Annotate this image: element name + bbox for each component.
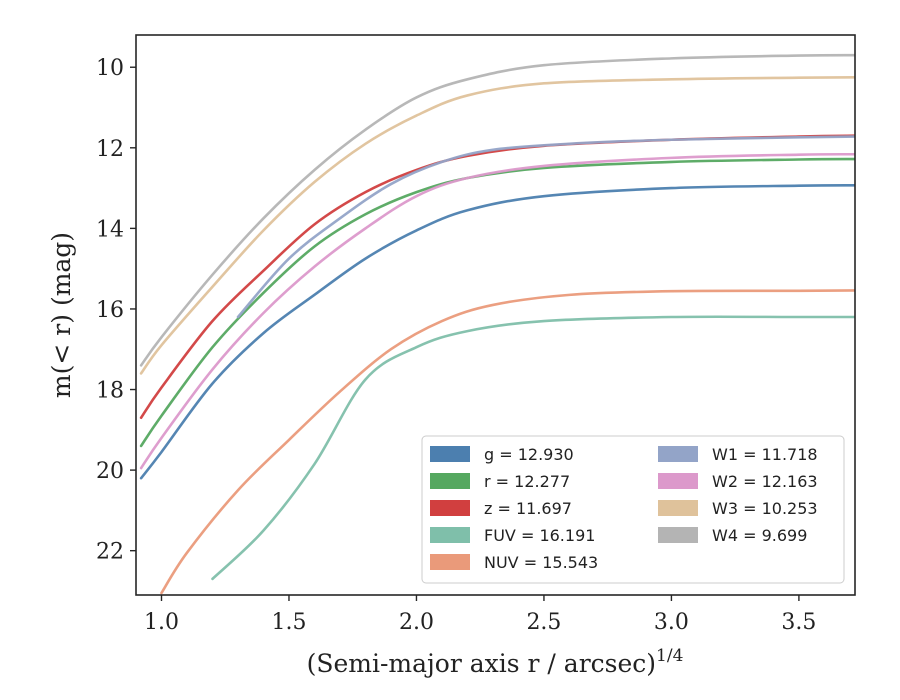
y-tick-label: 16: [96, 298, 124, 323]
legend-swatch-w4: [658, 527, 698, 543]
x-axis-label-power: 1/4: [656, 646, 683, 666]
x-axis-label: (Semi-major axis r / arcsec)1/4: [307, 646, 684, 678]
y-tick-label: 12: [96, 137, 124, 162]
y-tick-label: 10: [96, 56, 124, 81]
series-line-g: [139, 183, 855, 480]
legend-label-nuv: NUV = 15.543: [484, 553, 598, 572]
legend-swatch-z: [430, 500, 470, 516]
legend-label-fuv: FUV = 16.191: [484, 526, 595, 545]
x-tick-label: 3.0: [654, 610, 689, 635]
y-tick-label: 22: [96, 540, 124, 565]
legend-swatch-w1: [658, 446, 698, 462]
series-line-z: [139, 134, 855, 420]
legend-label-w2: W2 = 12.163: [712, 472, 818, 491]
series-line-w2: [139, 152, 855, 470]
x-tick-label: 3.5: [781, 610, 816, 635]
series-line-w1: [236, 135, 855, 319]
legend-swatch-fuv: [430, 527, 470, 543]
legend-swatch-g: [430, 446, 470, 462]
legend-swatch-nuv: [430, 554, 470, 570]
legend-label-w3: W3 = 10.253: [712, 499, 818, 518]
legend-box: [421, 435, 845, 584]
y-tick-label: 20: [96, 459, 124, 484]
y-axis: 10 12 14 16 18 20 22: [96, 56, 136, 565]
legend-label-z: z = 11.697: [484, 499, 572, 518]
series-layer: [139, 53, 855, 595]
legend-swatch-w3: [658, 500, 698, 516]
legend-label-w4: W4 = 9.699: [712, 526, 807, 545]
x-tick-label: 1.5: [271, 610, 306, 635]
legend-swatch-r: [430, 473, 470, 489]
legend-label-g: g = 12.930: [484, 445, 574, 464]
y-tick-label: 14: [96, 217, 124, 242]
plot-frame: [135, 34, 856, 596]
series-line-nuv: [160, 289, 855, 595]
y-tick-label: 18: [96, 379, 124, 404]
legend: g = 12.930 r = 12.277 z = 11.697 FUV = 16.1…: [421, 435, 845, 584]
series-line-w4: [139, 53, 855, 367]
x-tick-label: 2.5: [526, 610, 561, 635]
series-line-w3: [139, 76, 855, 375]
x-tick-label: 2.0: [399, 610, 434, 635]
legend-label-r: r = 12.277: [484, 472, 570, 491]
x-axis: 1.0 1.5 2.0 2.5 3.0 3.5: [144, 595, 816, 635]
series-line-fuv: [211, 315, 855, 581]
legend-label-w1: W1 = 11.718: [712, 445, 818, 464]
x-tick-label: 1.0: [144, 610, 179, 635]
series-line-r: [139, 157, 855, 448]
legend-swatch-w2: [658, 473, 698, 489]
y-axis-label: m(< r) (mag): [47, 232, 76, 398]
